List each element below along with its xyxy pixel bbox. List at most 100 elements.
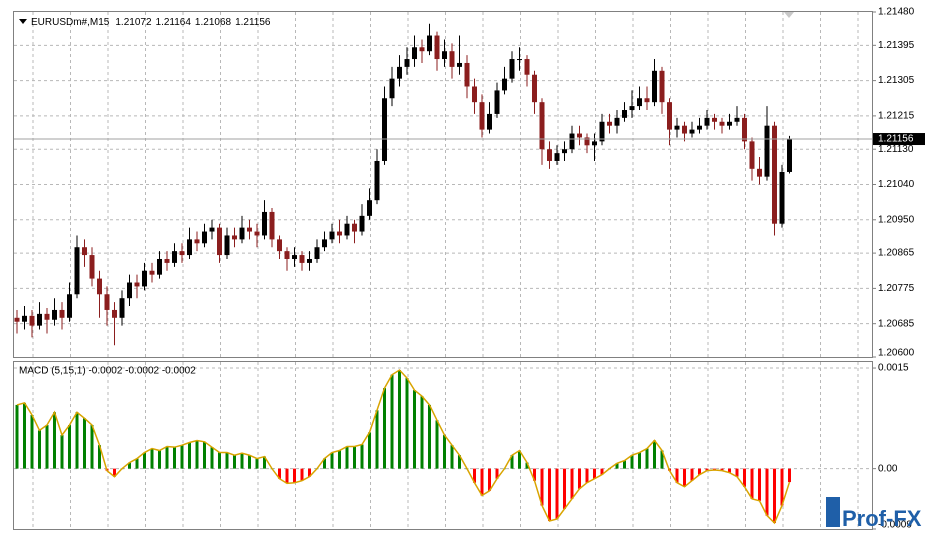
- macd-bar: [758, 468, 761, 501]
- macd-bar: [705, 468, 709, 471]
- candle-body: [697, 125, 702, 130]
- candle-body: [584, 137, 590, 146]
- candle-body: [127, 282, 132, 299]
- macd-bar: [293, 468, 296, 483]
- macd-bar: [308, 468, 311, 477]
- candle-body: [67, 294, 72, 318]
- candle-body: [337, 231, 342, 236]
- candle-body: [89, 255, 95, 279]
- symbol: EURUSDm#,M15: [31, 17, 110, 28]
- candle-body: [412, 47, 417, 60]
- macd-bar: [450, 445, 454, 469]
- macd-bar: [330, 452, 334, 469]
- candle-body: [389, 78, 395, 99]
- candle-body: [397, 66, 402, 79]
- y-tick-label: 1.21395: [878, 40, 915, 51]
- candle-body: [322, 239, 327, 248]
- candle-body: [382, 98, 387, 161]
- candle-body: [779, 171, 785, 224]
- candle-body: [457, 62, 462, 67]
- candle-body: [442, 51, 447, 60]
- candle-body: [374, 160, 380, 201]
- symbol-header: EURUSDm#,M15 1.21072 1.21164 1.21068 1.21156: [31, 17, 271, 28]
- candle-body: [179, 251, 185, 256]
- candle-body: [292, 255, 297, 259]
- macd-bar: [368, 432, 371, 469]
- candle-body: [352, 223, 357, 232]
- candle-body: [487, 113, 492, 130]
- candle-body: [449, 51, 455, 67]
- macd-bar: [248, 455, 251, 469]
- y-tick-label: 1.21130: [878, 144, 914, 155]
- macd-bar: [195, 440, 199, 469]
- candle-body: [532, 74, 537, 103]
- macd-bar: [593, 468, 596, 479]
- candle-body: [764, 125, 770, 177]
- y-tick-label: -0.0009: [878, 520, 912, 531]
- candle-body: [299, 255, 305, 263]
- macd-bar: [173, 447, 176, 469]
- last-open: 1.21072: [115, 17, 152, 28]
- macd-bar: [683, 468, 686, 487]
- macd-bar: [210, 447, 214, 469]
- candle-body: [547, 149, 552, 161]
- candle-body: [314, 247, 320, 259]
- macd-bar: [225, 452, 229, 469]
- macd-bar: [510, 455, 514, 469]
- macd-bar: [653, 440, 656, 469]
- candle-body: [239, 227, 245, 240]
- candle-body: [254, 231, 260, 236]
- macd-bar: [548, 468, 551, 521]
- macd-bar: [30, 414, 34, 469]
- candle-body: [704, 117, 710, 126]
- candle-body: [592, 141, 597, 146]
- candle-body: [224, 235, 230, 256]
- candle-body: [367, 200, 372, 216]
- candle-body: [614, 117, 620, 126]
- candle-body: [344, 223, 350, 236]
- y-tick-label: 1.20950: [878, 214, 915, 225]
- candle-body: [749, 141, 755, 169]
- candle-body: [659, 70, 665, 103]
- candle-body: [329, 231, 335, 240]
- macd-bar: [728, 468, 731, 473]
- macd-bar: [45, 425, 49, 469]
- candle-body: [742, 117, 747, 142]
- label-layer: 1.21480 1.21395 1.21305 1.21215 1.21130 1.210…: [873, 7, 925, 531]
- macd-bar: [218, 452, 221, 469]
- candle-body: [719, 121, 725, 126]
- macd-bar: [390, 374, 394, 469]
- macd-bar: [300, 468, 304, 481]
- macd-bar: [113, 468, 116, 477]
- macd-bar: [780, 468, 784, 506]
- macd-bar: [623, 460, 626, 469]
- candle-body: [232, 235, 237, 240]
- candle-body: [404, 59, 410, 67]
- shift-marker: [784, 12, 794, 18]
- candle-body: [112, 309, 117, 318]
- candle-body: [29, 315, 35, 326]
- price-badge: [873, 133, 925, 146]
- y-tick-label: 1.20775: [878, 283, 915, 294]
- macd-bar: [278, 468, 281, 479]
- candle-body: [472, 86, 477, 103]
- y-tick-label: 1.20865: [878, 248, 915, 259]
- candle-body: [194, 239, 200, 244]
- candle-body: [74, 247, 80, 295]
- menu-arrow[interactable]: [19, 19, 27, 24]
- candle-body: [37, 313, 42, 326]
- macd-bar: [518, 450, 521, 469]
- macd-bar: [555, 468, 559, 519]
- macd-bar: [23, 402, 26, 469]
- last-close: 1.21156: [235, 17, 271, 28]
- candle-body: [419, 47, 425, 52]
- macd-bar: [645, 448, 649, 469]
- macd-bar: [413, 390, 416, 469]
- candle-body: [622, 110, 627, 118]
- y-tick-label: 1.20600: [878, 348, 915, 359]
- macd-bar: [90, 425, 94, 469]
- macd-bar: [60, 435, 64, 469]
- macd-bar: [435, 420, 439, 469]
- macd-bar: [38, 430, 41, 469]
- macd-bar: [698, 468, 701, 475]
